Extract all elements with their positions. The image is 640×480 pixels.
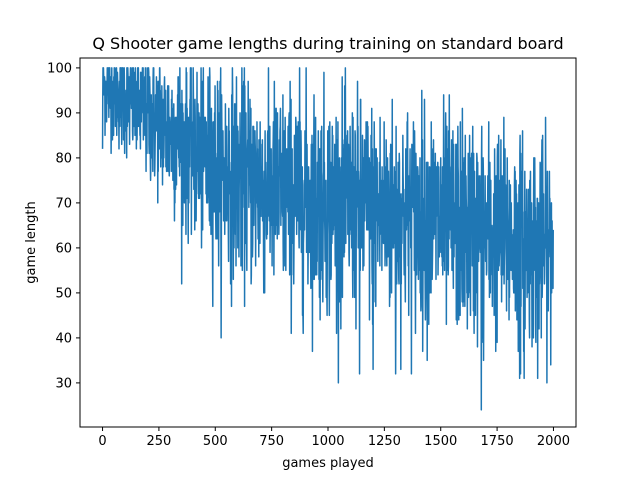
x-axis: 0 250 500 750 1000 1250 1500 1750 2000 [98, 427, 570, 449]
series-line [101, 67, 554, 411]
x-tick-label: 1500 [424, 434, 457, 449]
x-tick-label: 2000 [537, 434, 570, 449]
y-tick-label: 90 [55, 106, 72, 121]
x-tick-label: 0 [98, 434, 106, 449]
y-tick-label: 30 [55, 376, 72, 391]
plot-frame [79, 57, 577, 428]
x-tick-label: 1250 [368, 434, 401, 449]
y-tick-label: 40 [55, 331, 72, 346]
y-tick-label: 80 [55, 151, 72, 166]
x-tick-label: 250 [146, 434, 171, 449]
chart-title: Q Shooter game lengths during training o… [92, 34, 563, 53]
plot-area [101, 67, 554, 411]
y-axis: 30 40 50 60 70 80 90 100 [47, 61, 80, 391]
x-tick-label: 500 [203, 434, 228, 449]
y-tick-label: 60 [55, 241, 72, 256]
y-tick-label: 50 [55, 286, 72, 301]
y-axis-label: game length [24, 201, 39, 283]
y-tick-label: 70 [55, 196, 72, 211]
x-tick-label: 1000 [311, 434, 344, 449]
y-tick-label: 100 [47, 61, 72, 76]
x-axis-label: games played [282, 456, 374, 471]
x-tick-label: 750 [259, 434, 284, 449]
x-tick-label: 1750 [481, 434, 514, 449]
